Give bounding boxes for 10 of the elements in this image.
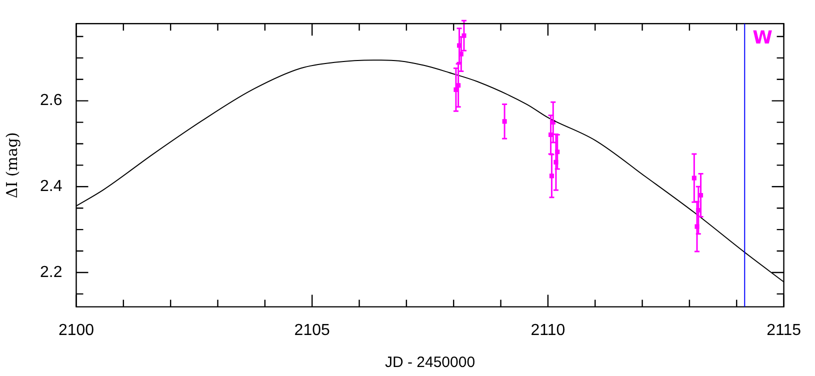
x-tick-label: 2105 — [294, 322, 330, 339]
x-tick-label: 2110 — [530, 322, 566, 339]
x-tick-label: 2100 — [58, 322, 94, 339]
y-tick-label: 2.2 — [40, 264, 62, 281]
y-axis-title: ΔI (mag) — [2, 132, 21, 198]
x-axis-title: JD - 2450000 — [384, 354, 476, 372]
x-tick-label: 2115 — [766, 322, 802, 339]
y-tick-label: 2.6 — [40, 92, 62, 110]
ref-line-label: W — [752, 27, 773, 48]
y-tick-label: 2.4 — [40, 178, 62, 196]
